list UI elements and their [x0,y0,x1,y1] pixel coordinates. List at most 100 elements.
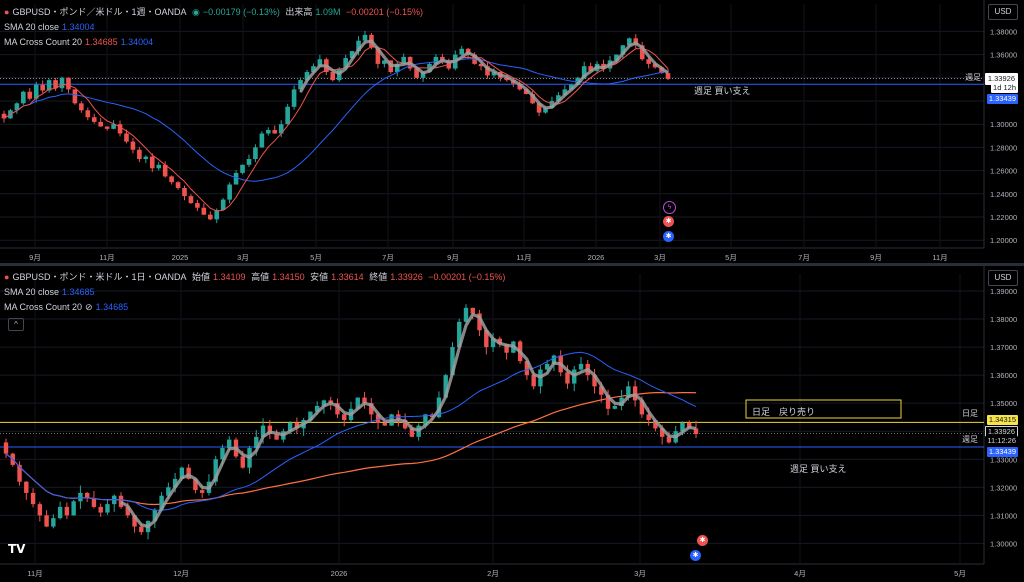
candle-body [335,403,340,415]
y-tick-label: 1.32000 [990,483,1017,492]
candle-body [614,54,619,61]
candle-body [175,182,181,188]
candle-body [21,91,26,104]
candle-body [57,506,63,519]
uk-flag-event-icon[interactable]: ✱ [663,216,674,227]
hidden-icon[interactable]: ⊘ [85,302,93,312]
candle-body [85,110,91,118]
weekly-mac-legend[interactable]: MA Cross Count 20 1.34685 1.34004 [4,36,156,48]
candle-body [551,355,557,364]
candle-body [179,467,185,479]
candle-body [53,80,58,89]
y-tick-label: 1.35000 [990,399,1017,408]
daily-sma-legend[interactable]: SMA 20 close 1.34685 [4,286,98,298]
candle-body [162,164,168,177]
candle-body [620,45,626,55]
candle-body [362,34,368,41]
zigzag-trend-line [299,39,669,110]
candle-body [125,506,130,516]
lightning-event-icon[interactable]: ϟ [663,201,676,214]
candle-body [314,405,320,412]
eye-icon[interactable]: ◉ [191,7,200,17]
candle-body [382,422,388,426]
candle-body [544,363,550,370]
candle-body [214,210,220,220]
candle-body [349,51,355,59]
weekly-symbol-title[interactable]: GBPUSD・ポンド／米ドル・1週・OANDA [12,7,187,17]
y-tick-label: 1.38000 [990,27,1017,36]
daily-support-side-label: 週足 [962,435,978,444]
candle-body [463,307,469,322]
candle-body [78,492,83,502]
candle-body [14,103,20,111]
candle-body [17,464,22,482]
candle-body [30,492,36,505]
candle-body [652,63,658,68]
candle-body [459,48,465,55]
candle-body [531,375,536,387]
y-tick-label: 1.20000 [990,236,1017,245]
y-tick-label: 1.36000 [990,51,1017,60]
collapse-legend-button[interactable]: ^ [8,318,24,331]
candle-body [665,73,671,79]
x-tick-label: 11月 [99,253,114,262]
daily-resist-tag: 1.34315 [986,415,1018,425]
candle-body [562,89,568,96]
high-label: 高値 [251,272,270,282]
weekly-sma-legend[interactable]: SMA 20 close 1.34004 [4,21,98,33]
candle-body [124,133,129,142]
weekly-currency-button[interactable]: USD [988,4,1018,20]
close-label: 終値 [369,272,388,282]
candle-body [369,403,374,415]
candle-body [201,207,207,215]
y-tick-label: 1.31000 [990,511,1017,520]
uk-flag-event-icon[interactable]: ✱ [697,535,708,546]
candle-body [342,414,347,420]
volume-change: −0.00201 (−0.15%) [345,7,424,17]
daily-symbol-title[interactable]: GBPUSD・ポンド・米ドル・1日・OANDA [12,272,187,282]
daily-mac-legend[interactable]: MA Cross Count 20 ⊘ 1.34685 [4,301,131,313]
candle-body [484,330,489,348]
candle-body [274,434,279,440]
candle-body [504,344,509,353]
close-value: 1.33926 [390,272,423,282]
x-tick-label: 2025 [172,253,189,262]
daily-chart-canvas[interactable]: 1.390001.380001.370001.360001.350001.340… [0,266,1024,582]
candle-body [27,91,33,99]
candle-body [536,103,542,113]
candle-body [581,66,587,78]
candle-body [207,214,213,220]
candle-body [423,414,428,426]
daily-countdown-tag: 11:12:26 [985,436,1018,446]
weekly-chart-pane[interactable]: 1.380001.360001.340001.320001.300001.280… [0,0,1024,263]
candle-body [182,188,187,197]
candle-body [33,84,39,99]
y-tick-label: 1.24000 [990,190,1017,199]
mac-label: MA Cross Count 20 [4,302,83,312]
candle-body [592,375,597,387]
sma-value: 1.34685 [62,287,95,297]
candle-body [240,164,245,173]
candle-body [317,59,323,67]
candle-body [605,394,611,409]
candle-body [259,133,265,148]
us-flag-event-icon[interactable]: ✱ [690,550,701,561]
pane-separator[interactable] [0,263,1024,266]
x-tick-label: 3月 [634,569,646,578]
y-tick-label: 1.39000 [990,287,1017,296]
candle-body [457,321,462,348]
weekly-countdown-tag: 1d 12h [991,83,1018,93]
weekly-legend-title-row: ● GBPUSD・ポンド／米ドル・1週・OANDA ◉ −0.00179 (−0.1… [4,6,426,18]
daily-currency-button[interactable]: USD [988,270,1018,286]
candle-body [291,89,297,107]
us-flag-event-icon[interactable]: ✱ [663,231,674,242]
candle-body [199,490,205,493]
x-tick-label: 2月 [487,569,499,578]
candle-body [646,414,651,420]
candle-body [517,83,523,90]
daily-chart-pane[interactable]: 1.390001.380001.370001.360001.350001.340… [0,266,1024,582]
candle-body [304,72,310,81]
candle-body [188,196,194,204]
y-tick-label: 1.28000 [990,143,1017,152]
tradingview-logo[interactable]: TV [8,542,26,556]
